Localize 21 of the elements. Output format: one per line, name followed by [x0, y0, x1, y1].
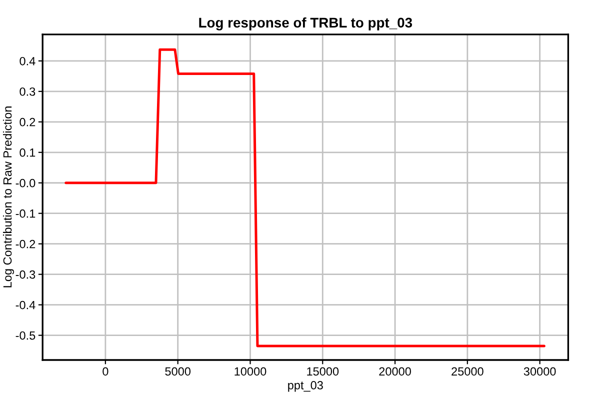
y-tick-label: -0.5: [16, 331, 36, 340]
y-tick-label: -0.1: [16, 209, 36, 218]
x-tick-label: 15000: [307, 367, 339, 376]
x-axis-title: ppt_03: [288, 381, 323, 392]
chart-title: Log response of TRBL to ppt_03: [199, 17, 412, 30]
x-tick-label: 20000: [379, 367, 411, 376]
x-tick-label: 25000: [452, 367, 484, 376]
y-tick-label: -0.0: [16, 178, 36, 188]
y-axis-title: Log Contribution to Raw Prediction: [2, 106, 14, 288]
y-tick-label: -0.3: [16, 270, 36, 279]
y-tick-label: 0.4: [20, 56, 36, 66]
x-tick-label: 0: [102, 367, 108, 376]
x-tick-label: 5000: [165, 367, 191, 376]
y-tick-label: -0.4: [16, 300, 36, 310]
line-series: [64, 48, 546, 348]
y-tick-label: -0.2: [16, 240, 36, 248]
y-tick-label: 0.3: [20, 87, 36, 96]
x-tick-label: 30000: [524, 367, 556, 376]
y-tick-label: 0.2: [20, 118, 36, 126]
x-tick-label: 10000: [234, 367, 266, 376]
y-tick-label: 0.1: [20, 148, 36, 157]
